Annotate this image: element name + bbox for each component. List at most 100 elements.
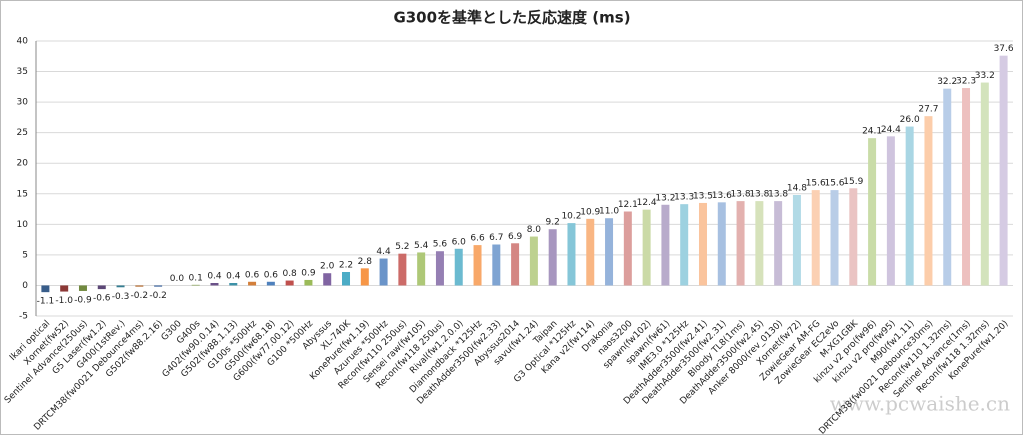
bar (97, 285, 106, 290)
bar (774, 201, 783, 286)
bar (962, 88, 971, 286)
watermark: www.pcwaishe.cn (830, 392, 1010, 416)
value-label: 0.4 (207, 272, 222, 282)
value-label: -0.3 (112, 292, 130, 302)
bar (605, 218, 614, 286)
bar (266, 281, 275, 286)
bar (323, 273, 332, 286)
bar (623, 211, 632, 286)
value-label: 8.0 (527, 225, 542, 235)
bar (78, 285, 87, 291)
bar (492, 244, 501, 286)
bar (924, 116, 933, 286)
value-label: 33.2 (975, 71, 995, 81)
value-label: 11.0 (599, 207, 619, 217)
value-label: 13.8 (749, 190, 769, 200)
bar (191, 284, 200, 286)
bar (943, 88, 952, 286)
value-label: -0.9 (74, 295, 92, 305)
value-label: 13.6 (712, 191, 732, 201)
value-label: 0.6 (245, 270, 260, 280)
value-label: 6.6 (470, 234, 485, 244)
value-label: 5.4 (414, 241, 429, 251)
value-label: 27.7 (918, 105, 938, 115)
value-label: 13.3 (674, 193, 694, 203)
value-label: 24.4 (881, 125, 901, 135)
value-label: 5.2 (395, 242, 409, 252)
y-tick-label: -5 (19, 312, 28, 322)
value-label: -0.2 (149, 291, 167, 301)
bar (304, 279, 313, 286)
y-tick-label: 20 (17, 159, 29, 169)
bar (642, 209, 651, 286)
value-label: -0.6 (93, 294, 111, 304)
bar (680, 204, 689, 286)
value-label: 0.8 (282, 269, 297, 279)
value-label: -1.0 (55, 296, 73, 306)
bar (379, 258, 388, 286)
value-label: 5.6 (433, 240, 448, 250)
value-label: 6.0 (452, 237, 467, 247)
y-tick-label: 25 (17, 128, 28, 138)
value-label: 4.4 (376, 247, 391, 257)
y-tick-label: 0 (22, 281, 28, 291)
value-label: 0.6 (264, 270, 279, 280)
value-label: 2.0 (320, 262, 335, 272)
bar (511, 243, 520, 286)
y-tick-label: 15 (17, 189, 28, 199)
bar (717, 202, 726, 286)
bar (755, 201, 764, 286)
bar (398, 253, 407, 286)
bar (661, 204, 670, 286)
bar (473, 245, 482, 286)
value-label: 32.3 (956, 77, 976, 87)
value-label: 6.9 (508, 232, 523, 242)
value-label: -0.2 (131, 291, 149, 301)
bar (529, 236, 538, 286)
value-label: 13.8 (731, 190, 751, 200)
bar (360, 268, 369, 286)
value-label: 26.0 (900, 115, 920, 125)
value-label: 0.4 (226, 272, 241, 282)
bar (811, 190, 820, 286)
value-label: 15.6 (824, 179, 844, 189)
bar (849, 188, 858, 286)
value-label: 32.2 (937, 77, 957, 87)
bar (435, 251, 444, 286)
bar (868, 138, 877, 286)
value-label: 15.9 (843, 177, 863, 187)
value-label: 24.1 (862, 127, 882, 137)
bar (285, 280, 294, 286)
value-label: 13.5 (693, 191, 713, 201)
bar (905, 126, 914, 286)
y-tick-label: 10 (17, 220, 29, 230)
value-label: 2.8 (358, 257, 373, 267)
value-label: 13.2 (655, 193, 675, 203)
value-label: 2.2 (339, 261, 353, 271)
bar (886, 136, 895, 286)
chart-title: G300を基準とした反応速度 (ms) (393, 9, 630, 27)
bar (567, 223, 576, 286)
value-label: 14.8 (787, 184, 807, 194)
y-tick-label: 35 (17, 67, 28, 77)
value-label: 37.6 (994, 44, 1014, 54)
value-label: 12.1 (618, 200, 638, 210)
bar (698, 202, 707, 286)
value-label: 0.1 (189, 273, 203, 283)
bar (154, 285, 163, 287)
bar (248, 281, 257, 286)
bar (342, 272, 351, 286)
bar (548, 229, 557, 286)
value-label: 6.7 (489, 233, 503, 243)
bar (60, 285, 69, 292)
y-tick-label: 40 (17, 37, 29, 47)
bar (210, 283, 219, 286)
bar (792, 195, 801, 286)
bar (736, 201, 745, 286)
bar (586, 218, 595, 286)
value-label: 10.9 (580, 207, 600, 217)
bar (454, 248, 463, 286)
value-label: 13.8 (768, 190, 788, 200)
bar (417, 252, 426, 286)
